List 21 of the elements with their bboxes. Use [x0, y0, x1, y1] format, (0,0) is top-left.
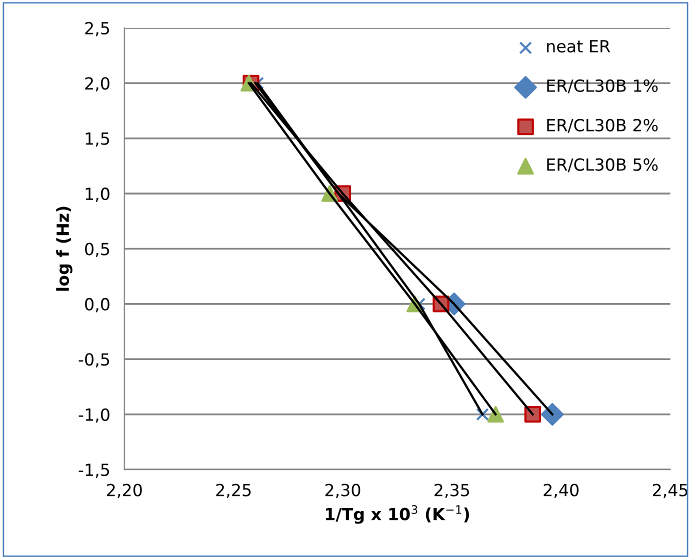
x-tick-label: 2,40 [544, 484, 579, 498]
y-axis-title: log f (Hz) [56, 206, 72, 291]
x-axis-title: 1/Tg x 10$^{3}$ (K$^{−1}$) [326, 505, 469, 524]
y-tick-label: -1,0 [78, 408, 110, 423]
y-tick-label: 1,5 [86, 132, 110, 147]
y-tick-label: -0,5 [78, 353, 110, 368]
y-tick-label: 0,0 [85, 298, 110, 312]
legend-label: ER/CL30B 2% [547, 118, 658, 133]
legend-label: neat ER [547, 40, 610, 53]
x-tick-label: 2,20 [107, 484, 142, 498]
x-tick-label: 2,25 [216, 484, 251, 498]
x-tick-label: 2,45 [652, 484, 688, 498]
y-tick-label: -1,5 [78, 464, 110, 478]
legend-label: ER/CL30B 5% [547, 158, 658, 172]
y-tick-label: 1,0 [86, 188, 110, 202]
y-tick-label: 0,5 [85, 242, 110, 258]
legend-label: ER/CL30B 1% [547, 79, 658, 94]
x-tick-label: 2,35 [434, 484, 470, 498]
y-tick-label: 2,0 [85, 77, 110, 92]
y-tick-label: 2,5 [85, 22, 110, 36]
x-tick-label: 2,30 [325, 484, 360, 498]
